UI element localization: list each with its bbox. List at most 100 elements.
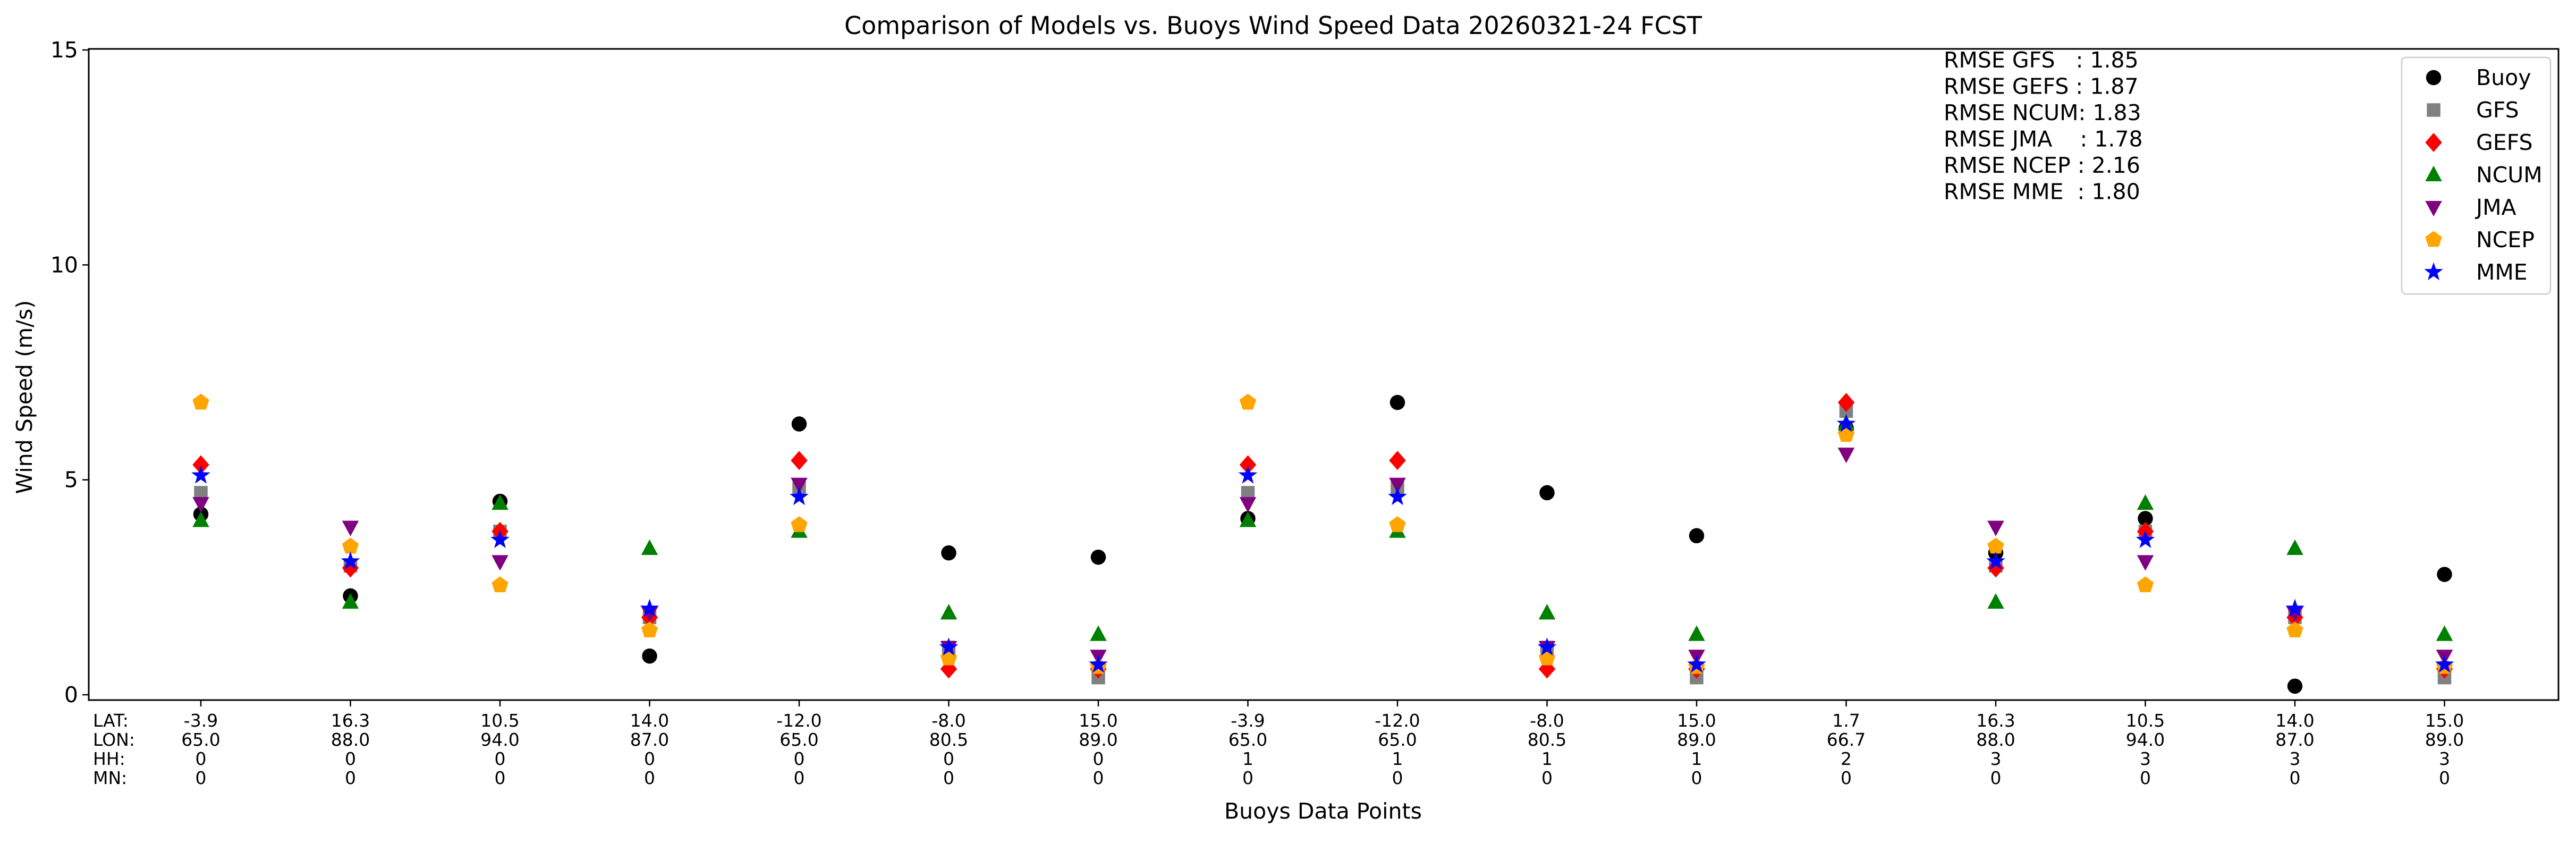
mme-point	[191, 465, 210, 484]
x-tick-label-lon: 80.5	[1528, 729, 1566, 750]
legend-marker-buoy	[2426, 70, 2442, 86]
x-tick-label-lon: 65.0	[1228, 729, 1267, 750]
jma-point	[2137, 555, 2154, 571]
legend: Buoy GFS GEFS NCUM JMA NCEP MME	[2401, 56, 2552, 295]
x-tick-label-lat: 10.5	[480, 710, 519, 731]
x-row-label: MN:	[93, 768, 127, 788]
legend-label-ncep: NCEP	[2476, 227, 2535, 252]
mme-point	[490, 530, 510, 548]
x-tick-label-lat: -3.9	[184, 710, 218, 731]
x-tick-label-lon: 89.0	[2425, 729, 2464, 750]
mme-point	[1687, 654, 1706, 673]
x-tick-label-lat: 14.0	[630, 710, 669, 731]
x-tick-label-lon: 66.7	[1827, 729, 1866, 750]
x-tick-label-mn: 0	[1242, 768, 1253, 788]
x-tick-label-lon: 88.0	[1976, 729, 2015, 750]
ncum-point	[1538, 604, 1556, 620]
x-tick-label-lat: 15.0	[2425, 710, 2464, 731]
buoy-point	[791, 416, 807, 432]
mme-point	[939, 637, 959, 656]
mme-point	[1986, 551, 2005, 570]
ncep-point	[641, 621, 658, 637]
gefs-point	[1389, 451, 1406, 470]
x-tick-label-mn: 0	[345, 768, 356, 788]
rmse-line: RMSE MME : 1.80	[1944, 179, 2140, 205]
x-tick-label-lon: 87.0	[2275, 729, 2314, 750]
buoy-point	[1389, 394, 1405, 410]
x-tick-label-mn: 0	[1990, 768, 2002, 788]
x-tick-label-mn: 0	[1841, 768, 1852, 788]
x-tick-label-mn: 0	[794, 768, 805, 788]
x-tick-label-lon: 89.0	[1677, 729, 1716, 750]
x-tick-label-hh: 3	[1990, 748, 2002, 769]
legend-marker-ncep	[2425, 231, 2442, 247]
jma-point	[492, 555, 509, 571]
x-tick-label-hh: 0	[1093, 748, 1104, 769]
ncum-point	[1688, 625, 1705, 641]
x-tick-label-hh: 1	[1541, 748, 1553, 769]
mme-point	[1238, 465, 1258, 484]
x-tick-label-lon: 65.0	[1378, 729, 1417, 750]
jma-point	[1239, 497, 1257, 513]
ncum-point	[342, 593, 359, 609]
x-tick-label-lat: 10.5	[2126, 710, 2165, 731]
mme-point	[1388, 487, 1407, 506]
x-row-label: LON:	[93, 729, 135, 750]
buoy-point	[2437, 567, 2452, 582]
x-tick-label-hh: 0	[644, 748, 655, 769]
mme-point	[1836, 414, 1856, 432]
x-tick-label-hh: 1	[1691, 748, 1702, 769]
x-tick-label-lat: -8.0	[931, 710, 965, 731]
x-tick-label-lat: -3.9	[1231, 710, 1265, 731]
jma-point	[2286, 607, 2303, 622]
series-mme	[191, 414, 2454, 673]
y-axis: 0 5 10 15	[50, 37, 89, 708]
ncum-point	[641, 539, 658, 555]
x-tick-label-lat: -12.0	[776, 710, 821, 731]
x-tick-label-mn: 0	[2140, 768, 2151, 788]
ncum-point	[2436, 625, 2453, 641]
gefs-point	[1987, 558, 2004, 578]
x-tick-label-lon: 87.0	[630, 729, 669, 750]
buoy-point	[1539, 485, 1555, 501]
x-tick-label-mn: 0	[943, 768, 954, 788]
chart-title: Comparison of Models vs. Buoys Wind Spee…	[844, 11, 1702, 40]
x-tick-label-mn: 0	[1691, 768, 1702, 788]
rmse-line: RMSE GEFS : 1.87	[1944, 74, 2139, 99]
x-tick-label-hh: 0	[495, 748, 506, 769]
ncep-point	[791, 516, 808, 532]
y-tick-label: 10	[50, 252, 78, 277]
x-tick-label-hh: 0	[943, 748, 954, 769]
ncep-point	[2137, 576, 2154, 593]
x-tick-label-lat: 16.3	[1976, 710, 2015, 731]
x-tick-label-hh: 1	[1392, 748, 1403, 769]
mme-point	[2285, 599, 2304, 617]
y-tick-label: 5	[64, 467, 78, 493]
x-tick-label-hh: 0	[794, 748, 805, 769]
x-tick-label-lat: 1.7	[1832, 710, 1860, 731]
buoy-point	[642, 648, 657, 664]
x-tick-label-mn: 0	[196, 768, 207, 788]
x-axis-label: Buoys Data Points	[1224, 798, 1422, 824]
x-tick-label-lat: 16.3	[331, 710, 370, 731]
ncep-point	[2286, 621, 2303, 637]
x-tick-label-lon: 89.0	[1079, 729, 1117, 750]
x-row-label: HH:	[93, 748, 125, 769]
x-tick-label-lat: 14.0	[2275, 710, 2314, 731]
x-tick-label-lon: 65.0	[779, 729, 818, 750]
x-tick-label-mn: 0	[2290, 768, 2301, 788]
x-tick-label-hh: 3	[2140, 748, 2151, 769]
jma-point	[641, 607, 658, 622]
legend-marker-jma	[2425, 201, 2442, 217]
x-tick-label-hh: 3	[2439, 748, 2450, 769]
y-tick-label: 0	[64, 682, 78, 708]
plot-frame	[88, 48, 2560, 701]
gefs-point	[1239, 455, 1257, 475]
x-row-label: LAT:	[93, 710, 129, 731]
legend-marker-gefs	[2425, 133, 2442, 152]
mme-point	[2136, 530, 2155, 548]
jma-point	[1837, 448, 1855, 464]
